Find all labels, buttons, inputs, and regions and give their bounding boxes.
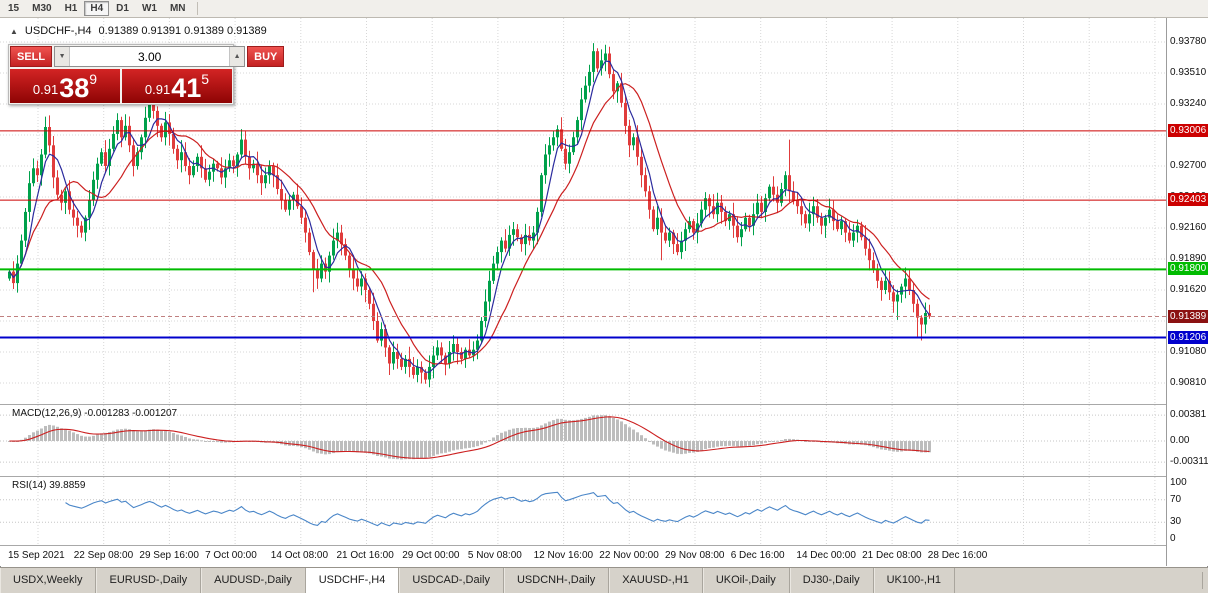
timeframe-h4[interactable]: H4: [84, 1, 110, 16]
rsi-axis-label: 70: [1170, 493, 1182, 505]
chart-tab-usdchf-h4[interactable]: USDCHF-,H4: [305, 568, 400, 593]
macd-signal-line: [9, 416, 930, 459]
price-tick: 0.92160: [1170, 222, 1207, 233]
macd-axis-label: 0.00381: [1170, 409, 1207, 421]
timeframe-h1[interactable]: H1: [59, 1, 84, 16]
timeframe-mn[interactable]: MN: [164, 1, 192, 16]
chart-header: ▲ USDCHF-,H4 0.91389 0.91391 0.91389 0.9…: [10, 25, 267, 37]
macd-axis-label: -0.00311: [1170, 456, 1208, 468]
ma-fast-line: [9, 60, 930, 373]
time-label: 28 Dec 16:00: [927, 550, 988, 561]
macd-histogram: [8, 415, 931, 460]
price-tick: 0.92700: [1170, 160, 1207, 171]
chart-tab-ukoil-daily[interactable]: UKOil-,Daily: [703, 568, 790, 593]
time-label: 5 Nov 08:00: [467, 550, 522, 561]
time-label: 21 Oct 16:00: [336, 550, 394, 561]
chart-tab-bar: USDX,Weekly EURUSD-,Daily AUDUSD-,Daily USD…: [0, 567, 1208, 593]
chart-tab-xauusd-h1[interactable]: XAUUSD-,H1: [609, 568, 703, 593]
buy-price-big: 41: [171, 73, 202, 103]
buy-price-sup: 5: [201, 71, 210, 87]
panel-separator[interactable]: [0, 545, 1208, 546]
volume-increase-button[interactable]: ▲: [229, 47, 245, 66]
time-label: 6 Dec 16:00: [730, 550, 785, 561]
rsi-indicator-label: RSI(14) 39.8859: [12, 480, 86, 491]
panel-separator[interactable]: [0, 404, 1208, 405]
rsi-line: [65, 491, 930, 527]
hline-price-tag: 0.92403: [1168, 193, 1208, 207]
buy-price-prefix: 0.91: [144, 82, 171, 97]
panel-separator[interactable]: [0, 476, 1208, 477]
timeframe-15[interactable]: 15: [2, 1, 25, 16]
sell-price-sup: 9: [89, 71, 98, 87]
time-label: 21 Dec 08:00: [862, 550, 922, 561]
chart-tab-uk100-h1[interactable]: UK100-,H1: [874, 568, 956, 593]
macd-axis-label: 0.00: [1170, 435, 1190, 446]
timeframe-m30[interactable]: M30: [26, 1, 57, 16]
hline-price-tag: 0.91206: [1168, 330, 1208, 344]
sell-price-display[interactable]: 0.91 38 9: [10, 69, 120, 103]
time-label: 7 Oct 00:00: [205, 550, 257, 561]
price-tick: 0.93510: [1170, 67, 1207, 78]
time-label: 29 Nov 08:00: [665, 550, 725, 561]
price-tick: 0.93240: [1170, 98, 1207, 109]
buy-button[interactable]: BUY: [247, 46, 285, 67]
chart-ohlc-values: 0.91389 0.91391 0.91389 0.91389: [98, 25, 267, 37]
chart-tab-usdx-weekly[interactable]: USDX,Weekly: [0, 568, 97, 593]
chart-symbol-label: USDCHF-,H4: [24, 25, 92, 37]
rsi-axis-label: 0: [1170, 533, 1176, 544]
price-axis[interactable]: 0.937800.935100.932400.929700.927000.924…: [1166, 18, 1208, 566]
sell-button[interactable]: SELL: [10, 46, 53, 67]
price-tick: 0.91620: [1170, 284, 1207, 295]
rsi-axis-label: 100: [1170, 477, 1187, 488]
hline-price-tag: 0.93006: [1168, 123, 1208, 137]
chart-tab-audusd-daily[interactable]: AUDUSD-,Daily: [201, 568, 306, 593]
volume-control: ▼ ▲: [54, 46, 246, 67]
collapse-arrow-icon[interactable]: ▲: [10, 26, 18, 36]
price-tick: 0.91080: [1170, 346, 1207, 357]
main-grid: [0, 18, 1166, 404]
volume-input[interactable]: [70, 47, 230, 66]
timeframe-toolbar: 15 M30 H1 H4 D1 W1 MN: [0, 0, 1208, 18]
time-axis[interactable]: 15 Sep 2021 22 Sep 08:00 29 Sep 16:00 7 Oct…: [0, 546, 1166, 566]
timeframe-d1[interactable]: D1: [110, 1, 135, 16]
hline-price-tag: 0.91800: [1168, 262, 1208, 276]
chart-tab-dj30-daily[interactable]: DJ30-,Daily: [790, 568, 874, 593]
time-label: 22 Nov 00:00: [599, 550, 659, 561]
chart-tab-usdcad-daily[interactable]: USDCAD-,Daily: [399, 568, 504, 593]
time-label: 12 Nov 16:00: [533, 550, 594, 561]
time-label: 14 Oct 08:00: [270, 550, 329, 561]
sell-price-prefix: 0.91: [32, 82, 59, 97]
macd-indicator-chart[interactable]: [0, 405, 1166, 476]
tabbar-end-separator: [1202, 572, 1203, 589]
timeframe-w1[interactable]: W1: [136, 1, 163, 16]
toolbar-separator: [196, 2, 198, 15]
time-label: 29 Sep 16:00: [139, 550, 199, 561]
buy-price-display[interactable]: 0.91 41 5: [122, 69, 232, 103]
time-label: 14 Dec 00:00: [796, 550, 856, 561]
macd-indicator-label: MACD(12,26,9) -0.001283 -0.001207: [12, 408, 178, 419]
time-label: 29 Oct 00:00: [402, 550, 460, 561]
price-tick: 0.93780: [1170, 36, 1207, 47]
price-tick: 0.91890: [1170, 253, 1207, 264]
chart-tab-usdcnh-daily[interactable]: USDCNH-,Daily: [504, 568, 610, 593]
ma-slow-line: [9, 83, 930, 365]
rsi-indicator-chart[interactable]: [0, 477, 1166, 545]
time-label: 22 Sep 08:00: [73, 550, 134, 561]
price-tick: 0.90810: [1170, 377, 1207, 388]
sell-price-big: 38: [59, 73, 90, 103]
time-label: 15 Sep 2021: [8, 550, 65, 561]
rsi-axis-label: 30: [1170, 516, 1182, 528]
chart-tab-eurusd-daily[interactable]: EURUSD-,Daily: [96, 568, 202, 593]
current-price-tag: 0.91389: [1168, 309, 1208, 323]
volume-decrease-button[interactable]: ▼: [55, 47, 71, 66]
